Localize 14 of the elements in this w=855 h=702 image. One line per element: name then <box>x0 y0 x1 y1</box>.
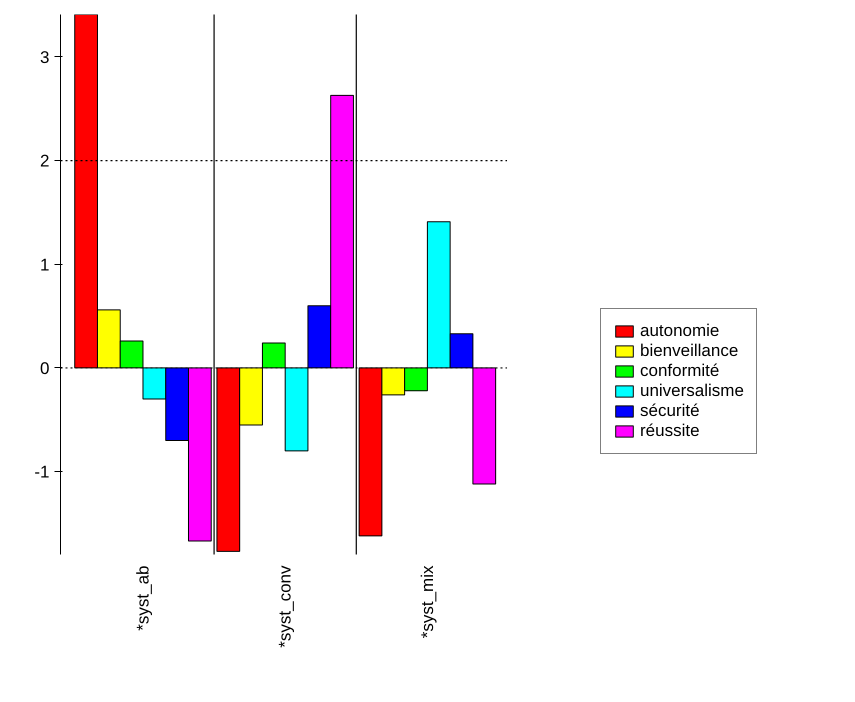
x-tick-label: *syst_ab <box>133 566 152 631</box>
x-tick-label: *syst_mix <box>418 565 437 638</box>
legend-label: sécurité <box>640 401 700 421</box>
legend-label: conformité <box>640 361 720 381</box>
y-tick-label: 1 <box>40 255 50 274</box>
legend-label: réussite <box>640 421 700 441</box>
x-tick-label: *syst_conv <box>276 565 295 648</box>
legend-label: universalisme <box>640 381 744 401</box>
legend-label: autonomie <box>640 321 720 341</box>
y-tick-label: -1 <box>34 462 50 482</box>
legend-label: bienveillance <box>640 341 738 361</box>
y-tick-label: 0 <box>40 358 50 378</box>
y-tick-label: 3 <box>40 48 50 67</box>
y-tick-label: 2 <box>40 152 50 171</box>
